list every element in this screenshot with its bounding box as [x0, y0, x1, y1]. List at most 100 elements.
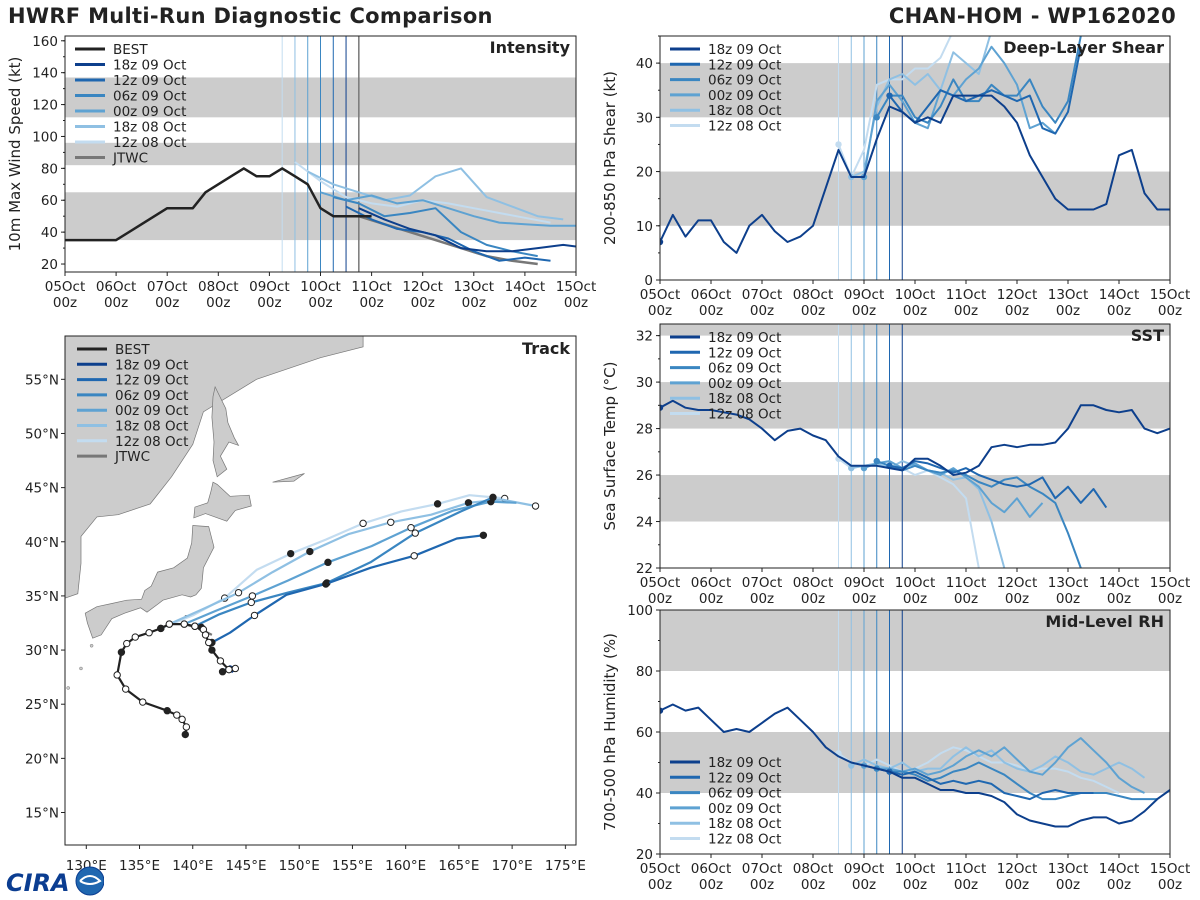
track-point — [359, 519, 367, 528]
x-tick-label-day: 08Oct — [793, 287, 834, 303]
y-tick-label: 40 — [41, 225, 58, 241]
x-tick-label: 165°E — [438, 858, 479, 874]
legend-label: 00z 09 Oct — [115, 403, 188, 419]
track-point — [250, 611, 259, 620]
x-tick-label-hour: 00z — [954, 591, 978, 607]
panel-title: SST — [1131, 326, 1164, 345]
map-area — [65, 336, 576, 845]
x-tick-label: 145°E — [225, 858, 266, 874]
track-point — [479, 531, 488, 539]
y-tick-label: 20 — [636, 165, 653, 181]
island — [66, 686, 70, 690]
y-tick-label: 50°N — [25, 426, 59, 442]
x-tick-label-hour: 00z — [1158, 591, 1182, 607]
threshold-band — [660, 171, 1170, 226]
x-tick-label-hour: 00z — [359, 295, 383, 311]
x-tick-label-day: 07Oct — [742, 575, 783, 591]
legend-label: 18z 09 Oct — [708, 330, 781, 346]
track-point — [113, 671, 121, 679]
x-tick-label-hour: 00z — [1107, 591, 1131, 607]
legend-label: 18z 08 Oct — [113, 120, 186, 136]
x-tick-label-hour: 00z — [1056, 877, 1080, 893]
y-tick-label: 60 — [41, 193, 58, 209]
y-tick-label: 60 — [636, 725, 653, 741]
threshold-band — [660, 610, 1170, 671]
panel-title: Track — [522, 339, 570, 358]
land-mass — [211, 385, 240, 478]
x-tick-label-day: 11Oct — [946, 861, 987, 877]
x-tick-label: 150°E — [279, 858, 320, 874]
plot-area — [660, 324, 1170, 568]
init-marker — [660, 238, 664, 246]
legend-label: 00z 09 Oct — [113, 104, 186, 120]
track-point — [234, 588, 243, 597]
x-tick-label-hour: 00z — [206, 295, 230, 311]
series-line-12z-09-oct — [345, 205, 551, 262]
y-tick-label: 40 — [636, 56, 653, 72]
x-tick-label-day: 14Oct — [1099, 861, 1140, 877]
x-tick-label-day: 13Oct — [1048, 575, 1089, 591]
track-point — [178, 715, 186, 724]
x-tick-label-day: 07Oct — [742, 287, 783, 303]
init-marker — [848, 762, 855, 769]
x-tick-label-hour: 00z — [104, 295, 128, 311]
panel-title: Intensity — [490, 38, 571, 57]
plot-area — [660, 36, 1170, 280]
series-line-18z-09-oct — [358, 207, 576, 253]
y-tick-label: 10 — [636, 219, 653, 235]
x-tick-label: 160°E — [385, 858, 426, 874]
x-tick-label-day: 11Oct — [946, 287, 987, 303]
x-tick-label-hour: 00z — [1107, 303, 1131, 319]
x-tick-label-day: 15Oct — [1150, 287, 1191, 303]
x-tick-label-hour: 00z — [750, 303, 774, 319]
x-tick-label-day: 08Oct — [793, 575, 834, 591]
legend-label: JTWC — [112, 151, 148, 167]
init-marker — [835, 141, 842, 148]
x-tick-label-day: 12Oct — [402, 279, 443, 295]
x-tick-label-hour: 00z — [1158, 877, 1182, 893]
track-point — [218, 668, 227, 676]
track-point — [411, 529, 419, 537]
track-point — [201, 631, 210, 639]
init-marker — [873, 114, 880, 121]
panel-track: 130°E 135°E 140°E 145°E 150°E 155°E 160°E 165°E… — [25, 335, 586, 874]
x-tick-label: 155°E — [332, 858, 373, 874]
x-tick-label-hour: 00z — [1107, 877, 1131, 893]
x-tick-label-hour: 00z — [648, 591, 672, 607]
island — [89, 643, 94, 648]
series-line-06z-09-oct — [876, 761, 1158, 801]
x-tick-label-hour: 00z — [155, 295, 179, 311]
x-tick-label-hour: 00z — [564, 295, 588, 311]
x-tick-label-day: 05Oct — [45, 279, 86, 295]
x-tick-label-day: 10Oct — [895, 575, 936, 591]
x-tick-label-day: 13Oct — [454, 279, 495, 295]
legend-label: 18z 08 Oct — [115, 419, 188, 435]
x-tick-label-hour: 00z — [954, 303, 978, 319]
x-tick-label-hour: 00z — [1056, 591, 1080, 607]
track-point — [145, 629, 153, 637]
x-tick-label-day: 13Oct — [1048, 287, 1089, 303]
track-point — [208, 646, 216, 654]
x-tick-label-day: 06Oct — [691, 575, 732, 591]
x-tick-label-day: 12Oct — [997, 287, 1038, 303]
cira-logo-globe — [75, 866, 104, 896]
x-tick-label-hour: 00z — [801, 877, 825, 893]
x-tick-label-hour: 00z — [750, 877, 774, 893]
x-tick-label-day: 12Oct — [997, 575, 1038, 591]
series-line-best — [660, 703, 1170, 828]
y-axis-label: 10m Max Wind Speed (kt) — [6, 57, 24, 252]
track-point — [139, 698, 147, 706]
legend-label: 18z 08 Oct — [708, 391, 781, 407]
x-tick-label-day: 12Oct — [997, 861, 1038, 877]
init-marker — [873, 457, 880, 465]
series-line-12z-09-oct — [889, 770, 1094, 801]
cira-logo-swirl — [79, 875, 102, 885]
track-point — [205, 638, 213, 647]
track-point — [117, 648, 126, 656]
y-tick-label: 140 — [32, 66, 58, 82]
storm-id-title: CHAN-HOM - WP162020 — [888, 4, 1176, 28]
x-tick-label: 135°E — [119, 858, 160, 874]
y-tick-label: 26 — [636, 468, 653, 484]
